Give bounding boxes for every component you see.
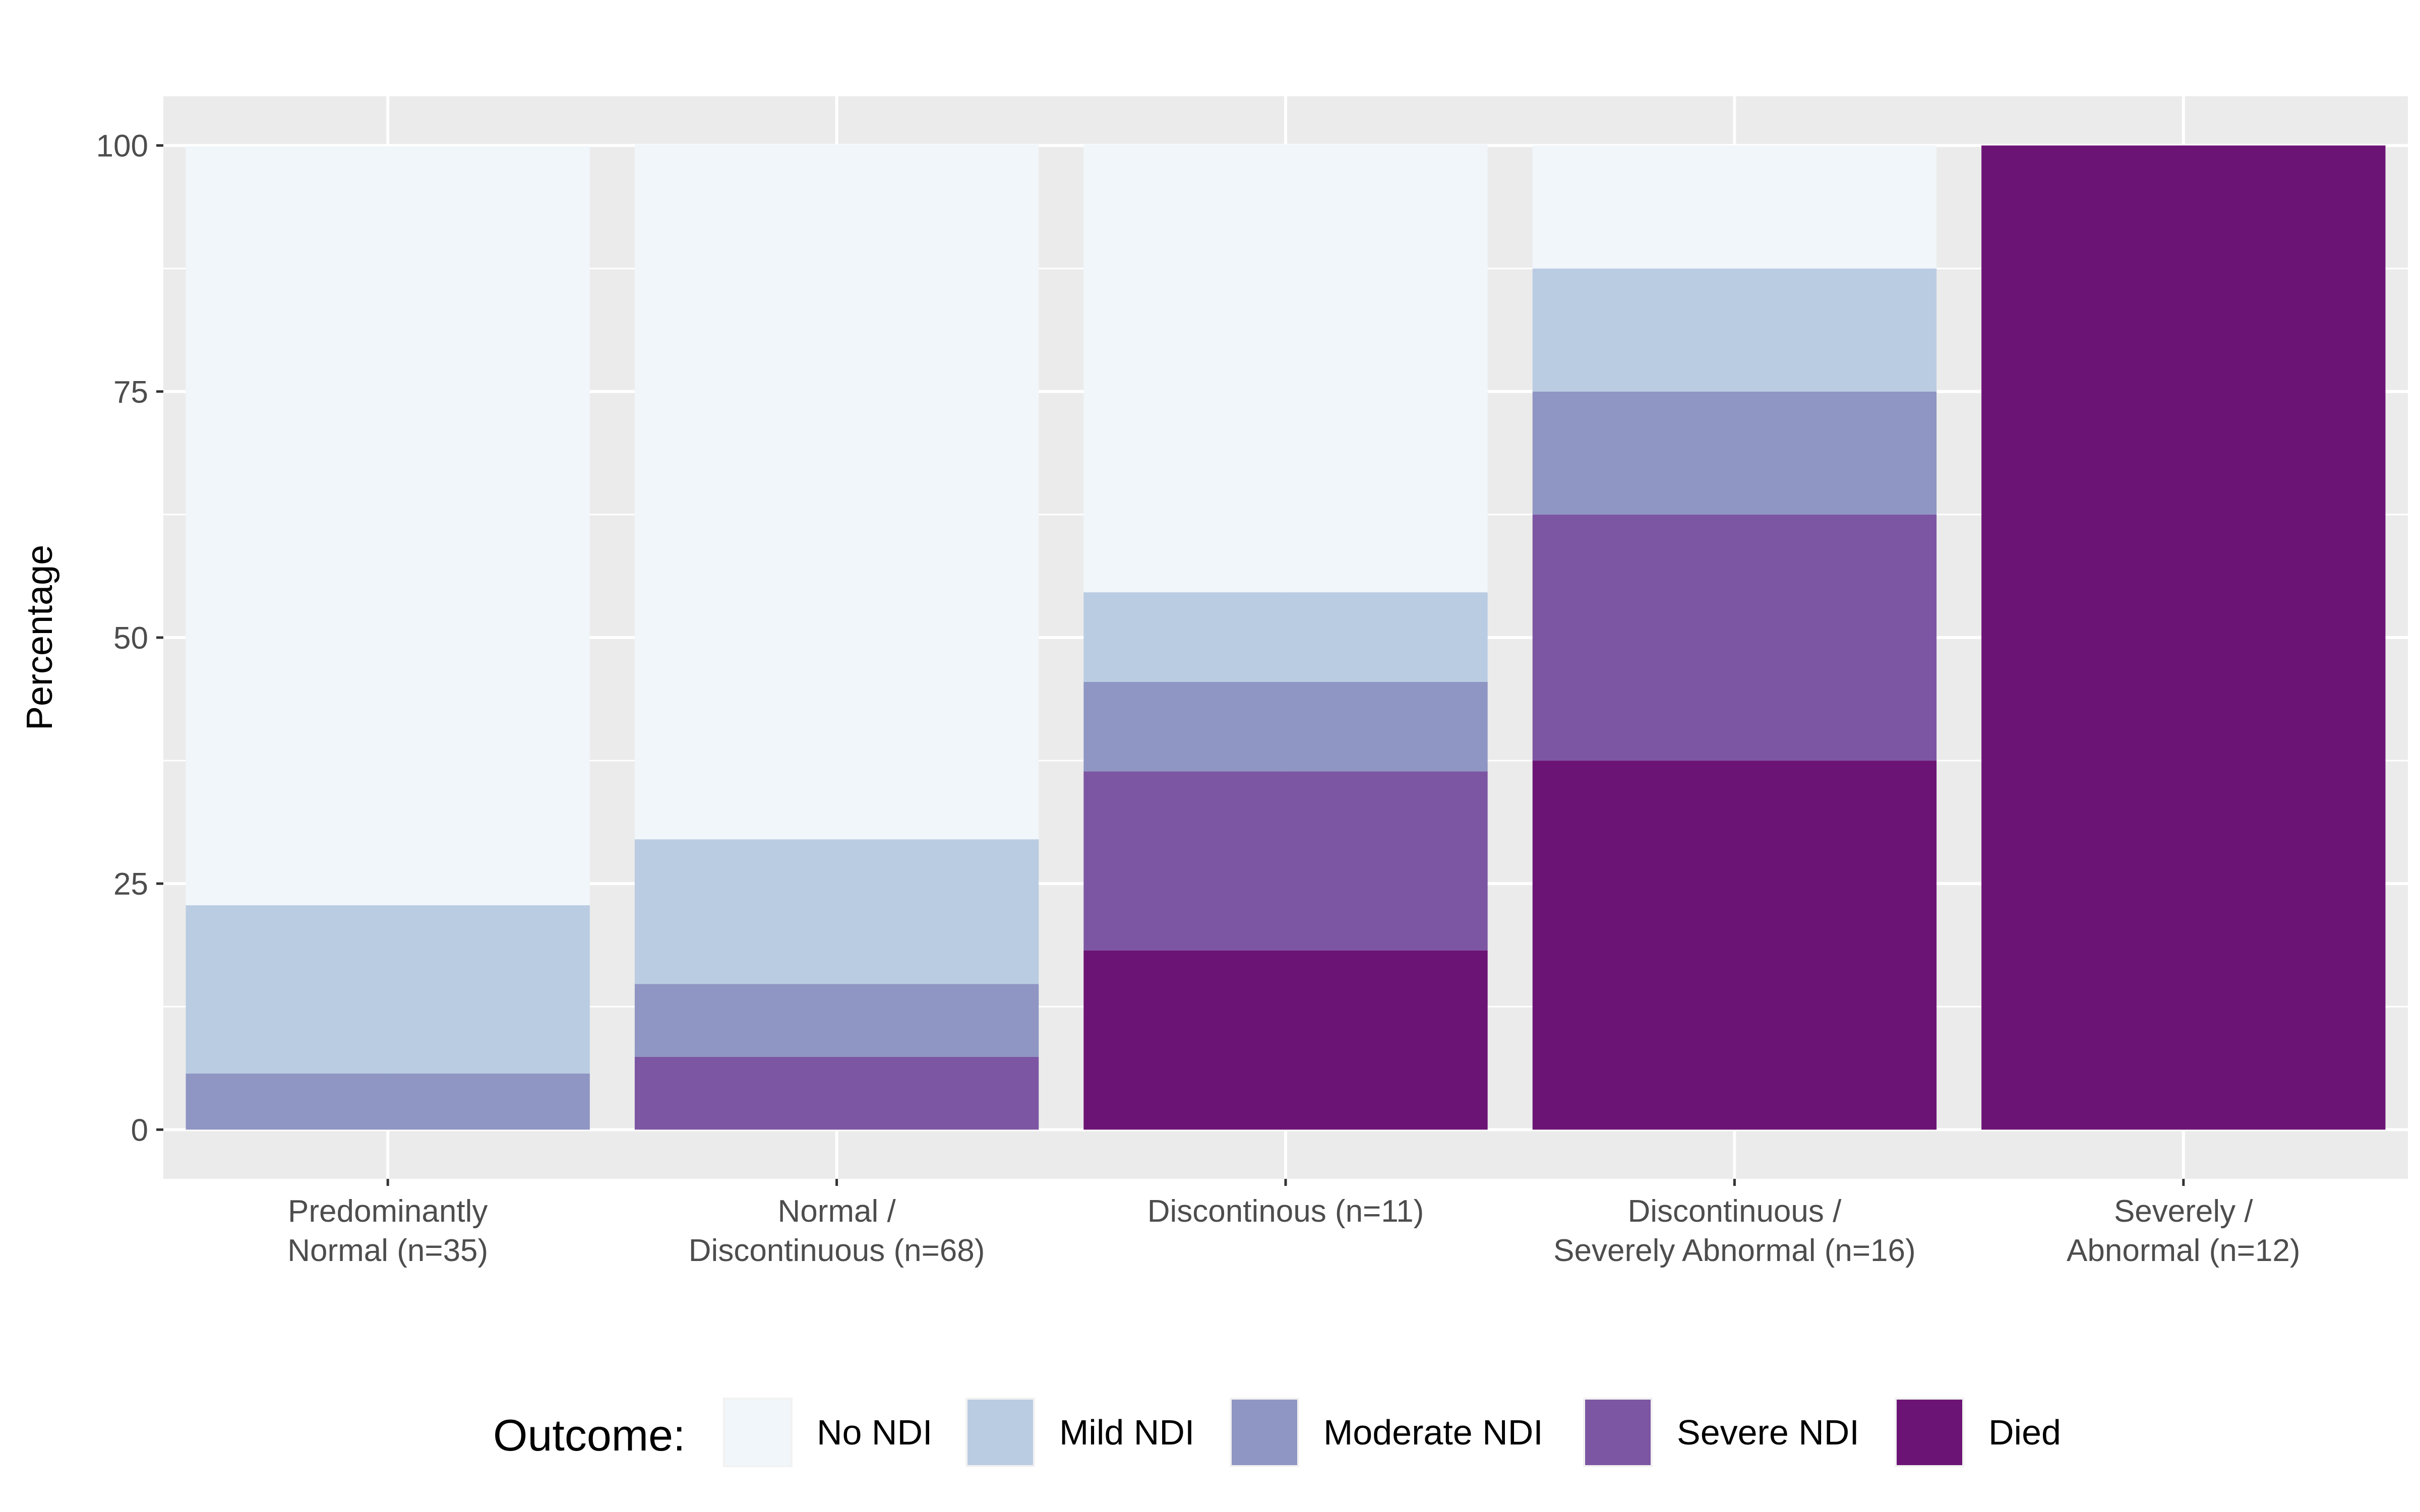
legend-label: Severe NDI [1677,1413,1859,1452]
legend-swatch [1897,1400,1962,1465]
y-tick-label: 0 [131,1113,148,1148]
bar-segment [186,146,590,906]
bars [186,144,2386,1130]
bar-segment [186,1074,590,1130]
bar-segment [634,1056,1039,1130]
bar-segment [1532,761,1937,1130]
bar-segment [186,905,590,1074]
bar-segment [1083,144,1488,593]
legend-swatch [1232,1400,1297,1465]
bar-segment [1532,391,1937,515]
x-tick-label: Normal / Discontinuous (n=68) [689,1194,985,1268]
x-tick-label: Predominantly Normal (n=35) [287,1194,488,1268]
axes: 0 25 50 75 100 Predominantly Normal (n=35) Norm… [20,129,2301,1268]
bar-segment [634,984,1039,1057]
y-tick-label: 75 [113,375,148,410]
legend-swatch [1585,1400,1651,1465]
bar-segment [1083,771,1488,951]
y-tick-label: 100 [96,129,148,164]
y-tick-label: 50 [113,621,148,656]
y-tick-label: 25 [113,867,148,902]
bar-segment [1532,145,1937,269]
x-tick-label: Discontinuous / Severely Abnormal (n=16) [1553,1194,1916,1268]
x-tick-label: Severely / Abnormal (n=12) [2067,1194,2301,1268]
bar-segment [1981,145,2386,1130]
bar-segment [1532,514,1937,761]
legend: Outcome: No NDI Mild NDI Moderate NDI Severe… [493,1398,2061,1467]
bar-segment [1532,268,1937,392]
x-tick-label: Discontinous (n=11) [1147,1194,1424,1229]
legend-title: Outcome: [493,1410,685,1460]
legend-swatch [725,1400,791,1465]
legend-label: Mild NDI [1059,1413,1194,1452]
legend-label: No NDI [817,1413,932,1452]
legend-label: Died [1988,1413,2061,1452]
legend-label: Moderate NDI [1323,1413,1543,1452]
bar-segment [1083,950,1488,1130]
y-axis-title: Percentage [20,545,60,730]
bar-segment [1083,592,1488,682]
bar-segment [634,839,1039,984]
legend-swatch [967,1400,1033,1465]
bar-segment [634,144,1039,840]
bar-segment [1083,681,1488,772]
